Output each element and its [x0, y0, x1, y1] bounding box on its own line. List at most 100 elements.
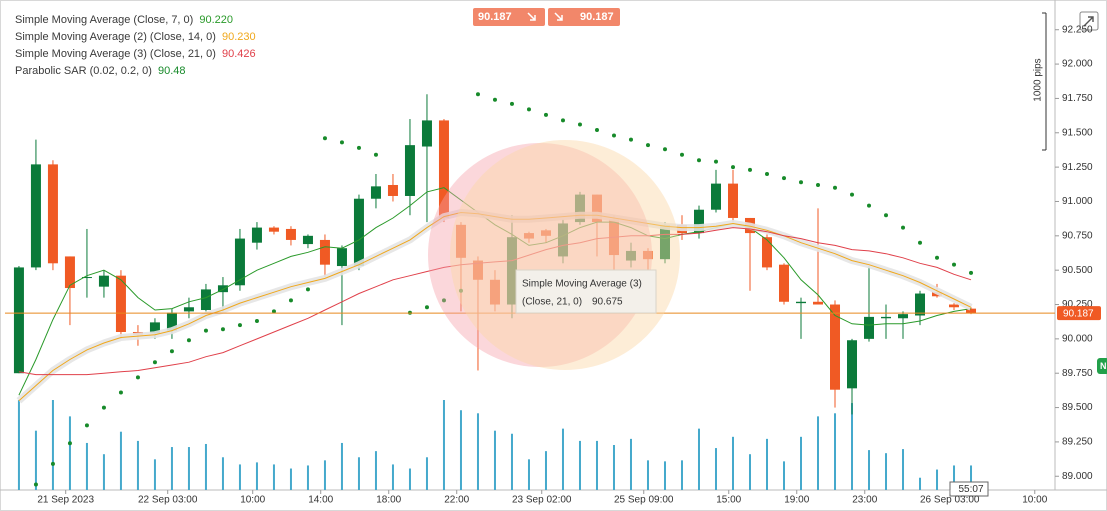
volume-bar: [306, 465, 309, 490]
x-tick-label: 22 Sep 03:00: [138, 495, 198, 506]
buy-price[interactable]: 90.187: [580, 11, 614, 23]
x-tick-label: 21 Sep 2023: [37, 495, 94, 506]
y-tick-label: 89.750: [1062, 368, 1093, 379]
sar-dot: [850, 192, 855, 197]
candle-body: [523, 233, 534, 239]
volume-bar: [748, 454, 751, 490]
candle-body: [540, 230, 551, 236]
tooltip-box: [515, 269, 657, 314]
candle-body: [353, 198, 364, 267]
sar-dot: [169, 349, 174, 354]
x-tick-label: 23 Sep 02:00: [512, 495, 572, 506]
x-tick-label: 19:00: [784, 495, 809, 506]
volume-bar: [204, 443, 207, 490]
volume-bar: [680, 460, 683, 490]
sar-dot: [288, 298, 293, 303]
volume-bar: [561, 428, 564, 490]
volume-bar: [238, 464, 241, 490]
sma-line: [18, 211, 972, 402]
volume-bar: [136, 440, 139, 490]
sar-dot: [118, 390, 123, 395]
timer-box: [949, 481, 989, 497]
sar-dot: [67, 441, 72, 446]
side-badge-bg: [1097, 358, 1107, 374]
candle-body: [727, 183, 738, 218]
candle-body: [642, 250, 653, 260]
highlight-circle: [450, 140, 680, 370]
candle-body: [915, 293, 926, 316]
buy-button-bg[interactable]: [548, 8, 620, 26]
volume-bar: [68, 416, 71, 490]
candle-body: [813, 301, 824, 305]
sar-dot: [101, 405, 106, 410]
candle-body: [710, 183, 721, 210]
candle-body: [455, 224, 466, 258]
volume-bar: [834, 413, 837, 490]
volume-bar: [476, 413, 479, 490]
sar-dot: [356, 145, 361, 150]
volume-bar: [953, 465, 956, 490]
popout-icon[interactable]: [1079, 11, 1099, 31]
candle-body: [81, 277, 92, 279]
sar-dot: [152, 360, 157, 365]
sell-button-bg[interactable]: [473, 8, 545, 26]
volume-layer: [17, 400, 973, 490]
sar-dot: [799, 180, 804, 185]
sar-dot: [628, 137, 633, 142]
buy-button[interactable]: 90.187: [548, 8, 620, 26]
sar-dot: [373, 152, 378, 157]
sell-button[interactable]: 90.187: [473, 8, 545, 26]
x-tick-label: 15:00: [716, 495, 741, 506]
sar-dot: [492, 97, 497, 102]
volume-bar: [323, 460, 326, 490]
volume-bar: [442, 400, 445, 490]
sma-line: [18, 187, 972, 396]
sell-price[interactable]: 90.187: [478, 11, 512, 23]
y-tick-label: 91.000: [1062, 196, 1093, 207]
candle-body: [574, 194, 585, 223]
sar-dot: [816, 182, 821, 187]
candle-body: [319, 239, 330, 265]
highlight-overlay: [428, 140, 680, 370]
timer-text: 55:07: [958, 484, 983, 495]
x-tick-label: 10:00: [1022, 495, 1047, 506]
volume-bar: [697, 428, 700, 490]
volume-bar: [187, 447, 190, 490]
sar-dot: [186, 338, 191, 343]
volume-bar: [612, 445, 615, 490]
volume-bar: [408, 468, 411, 490]
tooltip-title: Simple Moving Average (3): [522, 279, 642, 290]
sar-dot: [543, 112, 548, 117]
volume-bar: [970, 465, 973, 490]
volume-bar: [544, 451, 547, 490]
candle-body: [949, 304, 960, 308]
timer: 55:07: [949, 481, 989, 497]
volume-bar: [510, 433, 513, 490]
sar-dot: [611, 133, 616, 138]
candle-body: [13, 267, 24, 374]
volume-bar: [51, 400, 54, 490]
y-tick-label: 90.500: [1062, 265, 1093, 276]
last-price-label: 90.187: [1063, 308, 1094, 319]
sar-dot: [952, 262, 957, 267]
candle-body: [404, 145, 415, 196]
candle-body: [98, 275, 109, 287]
last-price-badge: [1057, 306, 1101, 321]
candle-body: [864, 316, 875, 339]
sar-dot: [696, 158, 701, 163]
sma-line: [18, 227, 972, 376]
sar-dot: [901, 225, 906, 230]
sar-dot: [271, 309, 276, 314]
buy-arrow: [554, 12, 563, 21]
candle-body: [506, 237, 517, 305]
volume-bar: [578, 440, 581, 490]
candle-body: [217, 285, 228, 293]
sell-arrow: [527, 12, 536, 21]
volume-bar: [255, 462, 258, 490]
popout-icon-arrow: [1083, 16, 1094, 27]
candle-body: [438, 120, 449, 218]
sar-dot: [237, 323, 242, 328]
sar-dot: [322, 136, 327, 141]
sar-dot: [594, 128, 599, 133]
